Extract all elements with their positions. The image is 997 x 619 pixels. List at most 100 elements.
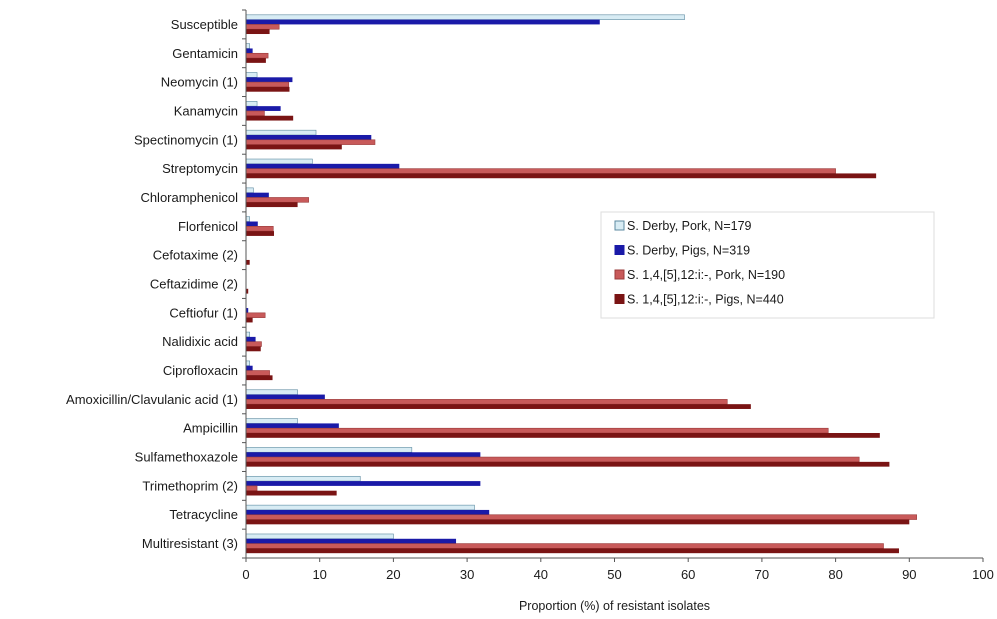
bar-4 [246, 519, 910, 525]
bar-4 [246, 288, 249, 294]
bar-4 [246, 202, 298, 208]
category-group: Florfenicol [178, 216, 275, 236]
x-tick-label: 20 [386, 567, 400, 582]
bar-3 [245, 110, 265, 117]
bar-2 [246, 481, 481, 486]
bar-2 [246, 423, 339, 429]
x-tick-label: 80 [828, 567, 842, 582]
category-label: Gentamicin [172, 46, 238, 61]
bar-1 [245, 447, 413, 453]
x-tick-label: 100 [972, 567, 994, 582]
category-group: Streptomycin [162, 158, 877, 179]
category-label: Florfenicol [178, 219, 238, 234]
bar-4 [246, 115, 294, 121]
category-label: Neomycin (1) [161, 75, 238, 90]
category-group: Cefotaxime (2) [153, 248, 250, 265]
bar-1 [245, 533, 394, 540]
bar-4 [246, 58, 266, 63]
bar-3 [245, 312, 266, 318]
legend-label: S. 1,4,[5],12:i:-, Pigs, N=440 [627, 293, 784, 307]
bar-3 [245, 139, 376, 145]
category-group: Sulfamethoxazole [135, 447, 890, 467]
legend-item: S. Derby, Pork, N=179 [614, 219, 752, 233]
bar-4 [246, 375, 273, 381]
category-group: Kanamycin [174, 101, 294, 121]
category-label: Amoxicillin/Clavulanic acid (1) [66, 392, 238, 407]
bar-3 [245, 543, 884, 549]
bar-4 [246, 433, 880, 438]
x-tick-label: 90 [902, 567, 916, 582]
category-group: Gentamicin [172, 43, 269, 63]
bar-3 [245, 341, 262, 347]
bar-3 [245, 427, 829, 434]
bar-1 [245, 129, 317, 136]
x-tick-label: 40 [534, 567, 548, 582]
bar-1 [245, 360, 250, 367]
bar-2 [246, 134, 372, 140]
x-tick-label: 60 [681, 567, 695, 582]
bar-4 [246, 231, 275, 236]
category-group: Ampicillin [183, 418, 880, 438]
bar-3 [245, 399, 728, 405]
bar-2 [246, 163, 400, 169]
bar-4 [246, 404, 751, 409]
legend-box [600, 211, 935, 319]
category-group: Neomycin (1) [161, 72, 293, 92]
bar-4 [246, 144, 342, 150]
bar-2 [246, 509, 490, 515]
bar-1 [245, 331, 250, 338]
bar-1 [245, 418, 298, 424]
bar-2 [246, 106, 281, 111]
category-group: Ceftiofur (1) [169, 305, 266, 323]
bar-4 [246, 173, 877, 179]
x-tick-label: 10 [312, 567, 326, 582]
bar-2 [246, 394, 325, 400]
bar-3 [245, 81, 290, 88]
bar-3 [245, 24, 280, 30]
bar-1 [245, 216, 250, 222]
bar-3 [245, 456, 860, 463]
category-label: Ciprofloxacin [163, 363, 238, 378]
bar-2 [246, 308, 249, 313]
bar-3 [245, 197, 309, 203]
bar-2 [246, 221, 258, 227]
bar-3 [245, 485, 258, 491]
plot-area: Susceptible Gentamicin Neomycin (1) Kanamyc… [66, 14, 917, 554]
bar-2 [246, 336, 256, 342]
category-group: Trimethoprim (2) [142, 475, 481, 496]
category-label: Streptomycin [162, 161, 238, 176]
bar-4 [246, 490, 337, 496]
category-label: Cefotaxime (2) [153, 248, 238, 263]
category-label: Nalidixic acid [162, 334, 238, 349]
bar-1 [245, 158, 313, 165]
x-tick-label: 30 [460, 567, 474, 582]
bar-2 [246, 192, 269, 198]
bar-2 [246, 452, 481, 458]
category-group: Multiresistant (3) [142, 533, 899, 554]
category-label: Tetracycline [169, 507, 238, 522]
category-group: Amoxicillin/Clavulanic acid (1) [66, 389, 751, 409]
bar-2 [246, 365, 253, 371]
bar-1 [245, 389, 298, 395]
category-group: Nalidixic acid [162, 331, 262, 352]
category-group: Susceptible [171, 14, 685, 35]
bar-2 [246, 19, 600, 25]
bar-1 [245, 475, 361, 482]
category-label: Spectinomycin (1) [134, 132, 238, 147]
x-tick-label: 50 [607, 567, 621, 582]
bar-2 [246, 48, 253, 54]
legend: S. Derby, Pork, N=179 S. Derby, Pigs, N=3… [600, 211, 935, 319]
legend-label: S. Derby, Pork, N=179 [627, 219, 752, 233]
legend-item: S. 1,4,[5],12:i:-, Pigs, N=440 [614, 293, 784, 307]
category-label: Ampicillin [183, 421, 238, 436]
bar-1 [245, 72, 258, 78]
bar-1 [245, 14, 685, 20]
bar-4 [246, 461, 890, 467]
bar-1 [245, 43, 250, 49]
bar-3 [245, 226, 274, 232]
category-label: Sulfamethoxazole [135, 450, 238, 465]
category-group: Ceftazidime (2) [150, 277, 249, 294]
legend-swatch [614, 245, 625, 255]
category-label: Trimethoprim (2) [142, 478, 238, 493]
